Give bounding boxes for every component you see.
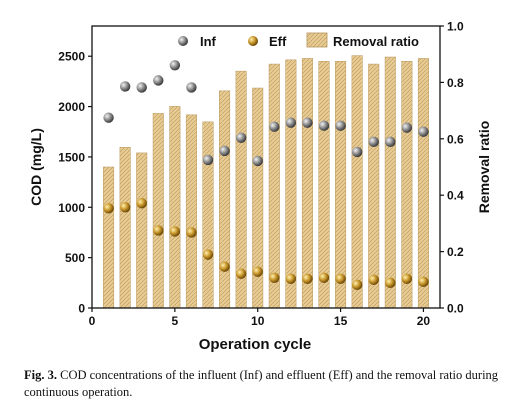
removal-ratio-bars: [103, 55, 429, 309]
y-tick-label: 0: [78, 302, 85, 316]
y2-tick-label: 1.0: [447, 20, 464, 34]
inf-point: [235, 132, 247, 143]
removal-ratio-bar: [169, 106, 181, 309]
legend-eff-label: Eff: [269, 34, 287, 49]
eff-point: [418, 276, 429, 288]
caption-text: COD concentrations of the influent (Inf)…: [24, 368, 499, 399]
y-tick-label: 2500: [58, 50, 85, 64]
inf-point: [401, 122, 413, 133]
inf-point: [269, 121, 280, 132]
y2-axis-label: Removal ratio: [476, 121, 492, 214]
y-tick-label: 500: [65, 251, 85, 265]
x-tick-label: 10: [251, 314, 265, 328]
inf-point: [169, 60, 181, 71]
legend-inf-label: Inf: [200, 34, 217, 49]
removal-ratio-bar: [401, 61, 413, 309]
eff-point: [169, 226, 181, 237]
x-tick-label: 15: [334, 314, 348, 328]
y2-tick-label: 0.6: [447, 132, 464, 146]
y2-tick-label: 0.2: [447, 245, 464, 259]
eff-point: [285, 273, 297, 284]
inf-point: [219, 145, 230, 157]
inf-point: [368, 136, 379, 148]
eff-point: [385, 277, 396, 289]
inf-point: [252, 155, 263, 167]
eff-point: [335, 273, 346, 284]
eff-point: [269, 272, 280, 283]
plot-frame: [91, 25, 441, 309]
removal-ratio-bar: [268, 63, 280, 309]
eff-point: [318, 272, 330, 283]
figure-caption: Fig. 3. COD concentrations of the influe…: [24, 367, 508, 401]
inf-point: [385, 136, 396, 148]
eff-point: [351, 279, 363, 291]
x-axis-label: Operation cycle: [199, 336, 312, 353]
axis-ticks: 0 5 10 15 20 0 500 1000 1500 2000 2500 0.0 0.2 0.4 0.6…: [58, 20, 464, 329]
inf-point: [302, 117, 313, 128]
removal-ratio-bar: [285, 59, 297, 309]
removal-ratio-bar: [103, 166, 115, 309]
inf-point: [103, 112, 114, 123]
eff-point: [401, 273, 413, 284]
inf-point: [285, 117, 297, 128]
removal-ratio-bar: [119, 147, 131, 309]
eff-point: [302, 273, 313, 284]
eff-point: [368, 274, 379, 285]
removal-ratio-bar: [202, 121, 214, 309]
legend-removal-label: Removal ratio: [333, 34, 419, 49]
inf-point: [202, 154, 214, 166]
inf-point: [318, 120, 330, 131]
legend-eff-marker: [248, 36, 258, 46]
removal-ratio-bar: [152, 113, 164, 309]
legend-removal-marker: [306, 32, 328, 48]
removal-ratio-bar: [301, 58, 313, 309]
x-tick-label: 0: [89, 314, 96, 328]
eff-point: [136, 198, 147, 209]
y-tick-label: 2000: [58, 100, 85, 114]
inf-point: [335, 120, 346, 131]
eff-point: [119, 202, 131, 213]
caption-label: Fig. 3.: [24, 368, 57, 382]
legend: Inf Eff Removal ratio: [178, 32, 419, 49]
legend-inf-marker: [178, 36, 188, 46]
inf-point: [351, 146, 363, 158]
removal-ratio-bar: [219, 90, 231, 309]
removal-ratio-bar: [384, 56, 396, 309]
cod-chart: 0 5 10 15 20 0 500 1000 1500 2000 2500 0.0 0.2 0.4 0.6…: [28, 20, 492, 354]
y2-tick-label: 0.8: [447, 76, 464, 90]
y2-tick-label: 0.0: [447, 302, 464, 316]
inf-point: [186, 82, 197, 93]
x-tick-label: 5: [172, 314, 179, 328]
eff-point: [235, 268, 247, 279]
removal-ratio-bar: [185, 114, 197, 309]
removal-ratio-bar: [318, 61, 330, 309]
inf-point: [418, 126, 429, 137]
inf-point: [153, 75, 164, 86]
eff-point: [219, 261, 230, 272]
y-tick-label: 1000: [58, 201, 85, 215]
cod-points: [103, 60, 429, 291]
eff-point: [186, 227, 197, 238]
y-tick-label: 1500: [58, 150, 85, 164]
inf-point: [119, 81, 131, 92]
eff-point: [202, 249, 214, 260]
y2-tick-label: 0.4: [447, 189, 464, 203]
removal-ratio-bar: [136, 152, 148, 309]
eff-point: [153, 225, 164, 236]
eff-point: [252, 266, 263, 277]
removal-ratio-bar: [335, 61, 347, 309]
removal-ratio-bar: [351, 55, 363, 309]
y-axis-label: COD (mg/L): [28, 128, 44, 206]
inf-point: [136, 82, 147, 93]
removal-ratio-bar: [368, 63, 380, 309]
eff-point: [103, 203, 114, 214]
x-tick-label: 20: [417, 314, 431, 328]
removal-ratio-bar: [417, 58, 429, 309]
